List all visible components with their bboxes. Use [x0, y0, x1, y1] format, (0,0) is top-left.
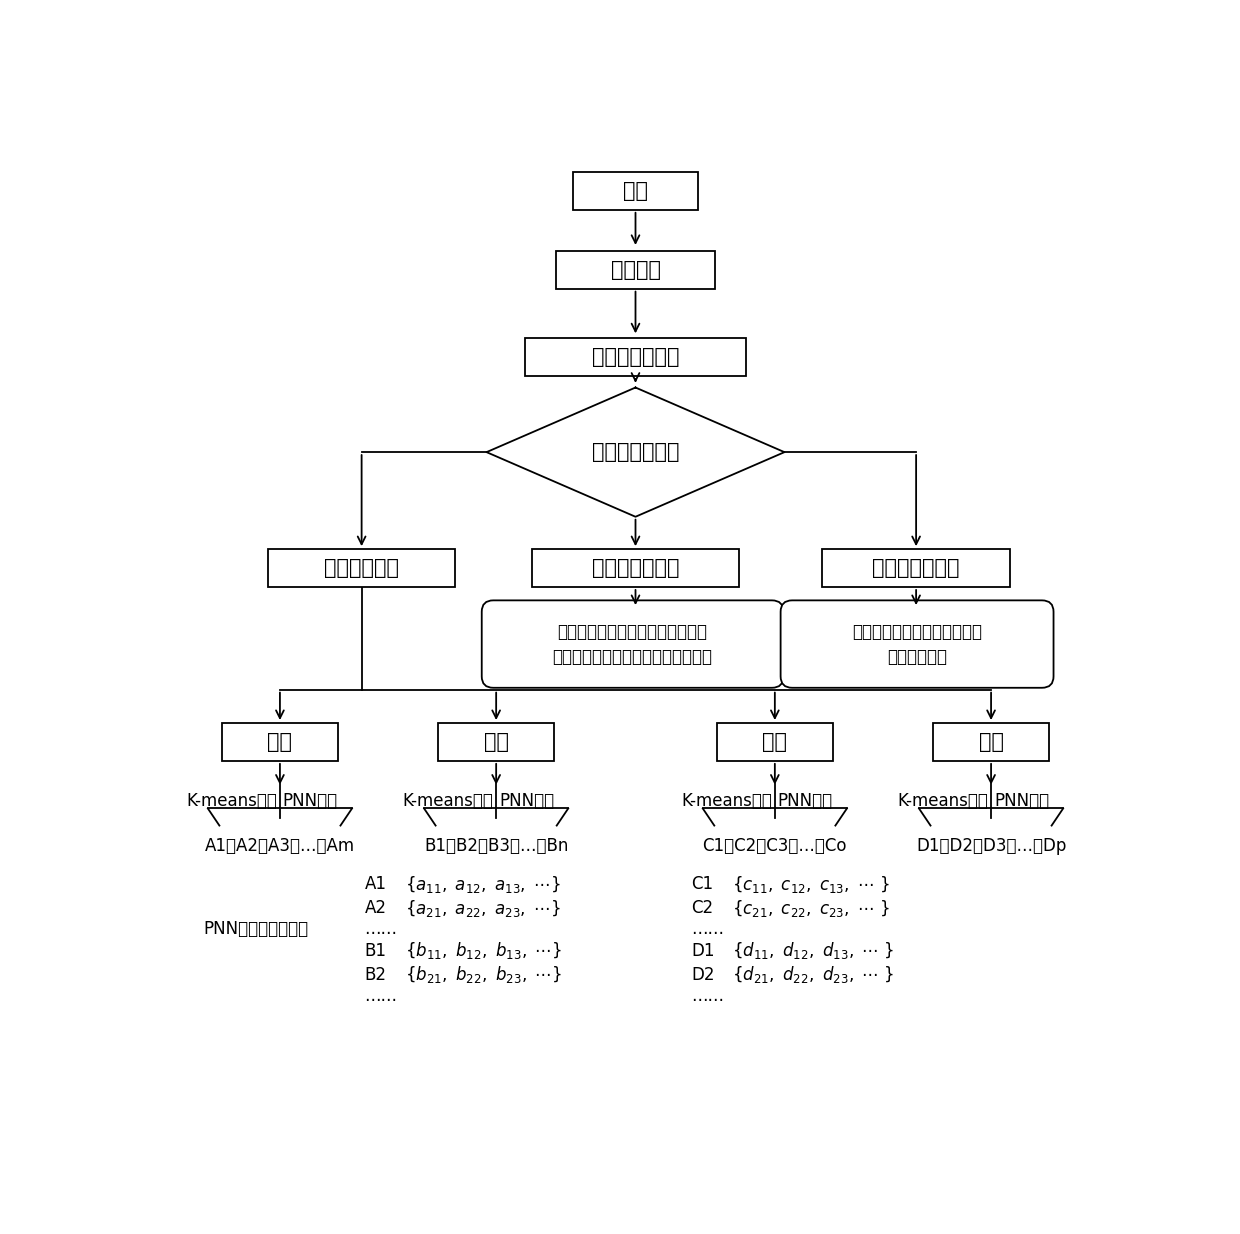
- Text: $\{b_{11},\ b_{12},\ b_{13},\ \cdots\}$: $\{b_{11},\ b_{12},\ b_{13},\ \cdots\}$: [404, 940, 562, 961]
- Text: 峰中心坐标、峰强度、峰强度比、
半峰宽、峰间距、夹角、斜率、面积: 峰中心坐标、峰强度、峰强度比、 半峰宽、峰间距、夹角、斜率、面积: [553, 623, 713, 665]
- Text: 立体特征数据库: 立体特征数据库: [873, 558, 960, 578]
- Text: PNN分类: PNN分类: [283, 792, 339, 810]
- Text: ……: ……: [691, 987, 724, 1004]
- Text: $\{a_{11},\ a_{12},\ a_{13},\ \cdots\}$: $\{a_{11},\ a_{12},\ a_{13},\ \cdots\}$: [404, 874, 560, 895]
- Text: 平面特征数据库: 平面特征数据库: [591, 558, 680, 578]
- Text: PNN分类预测结果：: PNN分类预测结果：: [203, 921, 309, 938]
- Text: A1、A2、A3、…、Am: A1、A2、A3、…、Am: [205, 838, 355, 855]
- Text: 采样: 采样: [622, 181, 649, 201]
- Text: ……: ……: [365, 921, 398, 938]
- FancyBboxPatch shape: [781, 601, 1054, 687]
- FancyBboxPatch shape: [717, 723, 832, 761]
- FancyBboxPatch shape: [557, 251, 714, 289]
- Text: D1、D2、D3、…、Dp: D1、D2、D3、…、Dp: [916, 838, 1066, 855]
- Text: 单峰: 单峰: [268, 732, 293, 752]
- Text: ……: ……: [691, 921, 724, 938]
- Text: K-means聚类: K-means聚类: [186, 792, 277, 810]
- Text: 特征荧光光谱库: 特征荧光光谱库: [591, 442, 680, 463]
- Text: A1: A1: [365, 875, 387, 893]
- Text: A2: A2: [365, 900, 387, 917]
- Text: B2: B2: [365, 966, 387, 983]
- Text: K-means聚类: K-means聚类: [681, 792, 773, 810]
- Text: PNN分类: PNN分类: [498, 792, 554, 810]
- Text: K-means聚类: K-means聚类: [898, 792, 988, 810]
- FancyBboxPatch shape: [268, 549, 455, 587]
- Text: ……: ……: [365, 987, 398, 1004]
- Text: $\{b_{21},\ b_{22},\ b_{23},\ \cdots\}$: $\{b_{21},\ b_{22},\ b_{23},\ \cdots\}$: [404, 964, 562, 985]
- Text: 多峰: 多峰: [978, 732, 1003, 752]
- FancyBboxPatch shape: [532, 549, 739, 587]
- Text: D1: D1: [691, 942, 714, 960]
- Text: $\{a_{21},\ a_{22},\ a_{23},\ \cdots\}$: $\{a_{21},\ a_{22},\ a_{23},\ \cdots\}$: [404, 897, 560, 919]
- Text: B1、B2、B3、…、Bn: B1、B2、B3、…、Bn: [424, 838, 568, 855]
- Text: $\{c_{11},\ c_{12},\ c_{13},\ \cdots\ \}$: $\{c_{11},\ c_{12},\ c_{13},\ \cdots\ \}…: [732, 874, 890, 895]
- FancyBboxPatch shape: [222, 723, 337, 761]
- FancyBboxPatch shape: [573, 172, 698, 210]
- Text: 双峰: 双峰: [484, 732, 508, 752]
- Text: $\{d_{11},\ d_{12},\ d_{13},\ \cdots\ \}$: $\{d_{11},\ d_{12},\ d_{13},\ \cdots\ \}…: [732, 940, 894, 961]
- Text: C2: C2: [691, 900, 713, 917]
- FancyBboxPatch shape: [822, 549, 1009, 587]
- Text: PNN分类: PNN分类: [777, 792, 833, 810]
- Text: D2: D2: [691, 966, 714, 983]
- Text: C1、C2、C3、…、Co: C1、C2、C3、…、Co: [703, 838, 847, 855]
- Text: $\{d_{21},\ d_{22},\ d_{23},\ \cdots\ \}$: $\{d_{21},\ d_{22},\ d_{23},\ \cdots\ \}…: [732, 964, 894, 985]
- Text: 数据处理: 数据处理: [610, 259, 661, 280]
- Text: $\{c_{21},\ c_{22},\ c_{23},\ \cdots\ \}$: $\{c_{21},\ c_{22},\ c_{23},\ \cdots\ \}…: [732, 897, 890, 919]
- FancyBboxPatch shape: [439, 723, 554, 761]
- Text: 峰特征数据库: 峰特征数据库: [324, 558, 399, 578]
- Text: C1: C1: [691, 875, 713, 893]
- Text: 基本荧光光谱库: 基本荧光光谱库: [591, 347, 680, 368]
- FancyBboxPatch shape: [481, 601, 784, 687]
- FancyBboxPatch shape: [525, 338, 746, 376]
- Text: 三峰: 三峰: [763, 732, 787, 752]
- Text: 双峰立体结构、三峰立体结构
多峰立体结构: 双峰立体结构、三峰立体结构 多峰立体结构: [852, 623, 982, 665]
- FancyBboxPatch shape: [934, 723, 1049, 761]
- Text: PNN分类: PNN分类: [994, 792, 1049, 810]
- Text: B1: B1: [365, 942, 387, 960]
- Text: K-means聚类: K-means聚类: [403, 792, 494, 810]
